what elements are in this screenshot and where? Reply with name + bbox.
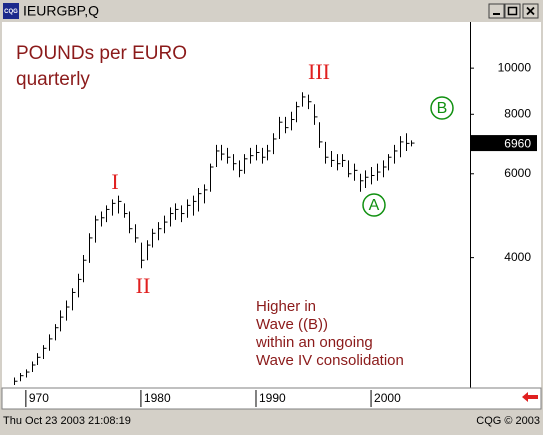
comment-line: Wave IV consolidation — [256, 352, 404, 369]
app-icon — [3, 3, 19, 19]
wave-circle — [362, 193, 386, 217]
y-tick-label: 6000 — [504, 166, 531, 180]
last-price-label: 6960 — [504, 136, 531, 150]
window-buttons — [488, 3, 539, 19]
x-tick-label: 970 — [29, 391, 49, 405]
wave-label: III — [308, 59, 330, 84]
title-bar — [0, 0, 543, 22]
last-price-box — [471, 135, 537, 152]
y-tick-label: 8000 — [504, 106, 531, 120]
wave-label: B — [437, 100, 448, 117]
maximize-icon — [507, 6, 518, 16]
window-title: IEURGBP,Q — [23, 3, 99, 19]
wave-label: II — [136, 273, 151, 298]
x-tick-label: 1980 — [144, 391, 171, 405]
chart-title: POUNDs per EURO — [16, 43, 187, 64]
comment-line: Higher in — [256, 298, 316, 315]
maximize-button[interactable] — [504, 3, 521, 19]
minimize-button[interactable] — [488, 3, 505, 19]
x-tick-label: 2000 — [374, 391, 401, 405]
scroll-arrow[interactable] — [522, 392, 538, 402]
y-tick-label: 4000 — [504, 250, 531, 264]
wave-label: I — [111, 169, 118, 194]
wave-circle — [430, 96, 454, 120]
app-icon-text: CQG — [4, 9, 18, 15]
comment-line: Wave ((B)) — [256, 316, 328, 333]
x-tick-label: 1990 — [259, 391, 286, 405]
status-copyright: CQG © 2003 — [476, 415, 540, 427]
status-datetime: Thu Oct 23 2003 21:08:19 — [3, 415, 131, 427]
chart-subtitle: quarterly — [16, 69, 90, 90]
chart-area — [2, 22, 541, 388]
comment-line: within an ongoing — [255, 334, 373, 351]
x-axis-bar — [1, 387, 542, 410]
wave-label: A — [369, 197, 380, 214]
close-icon — [526, 6, 535, 16]
y-tick-label: 10000 — [498, 60, 532, 74]
